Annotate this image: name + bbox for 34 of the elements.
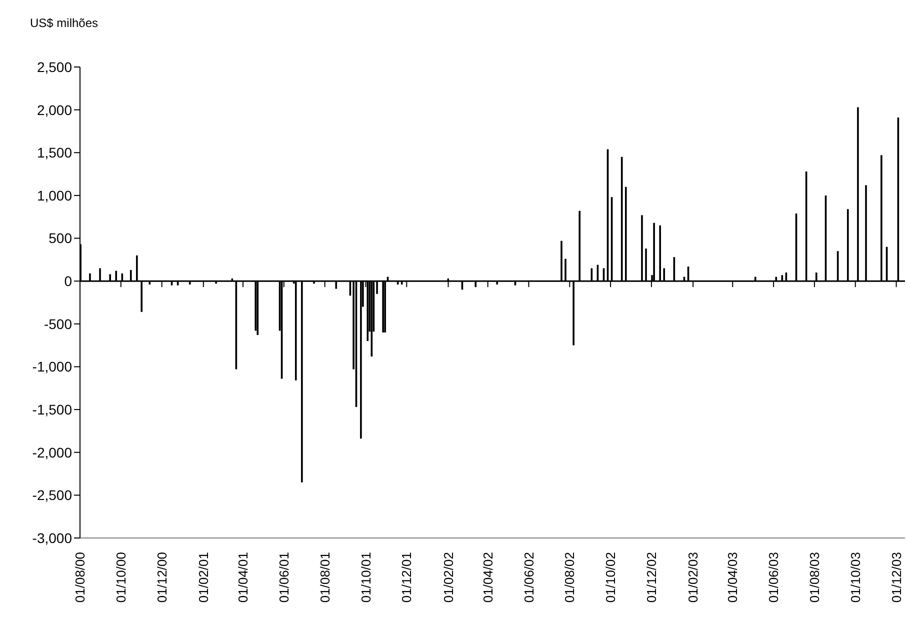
- x-tick-label: 01/08/01: [317, 552, 332, 603]
- x-tick-label: 01/08/03: [807, 552, 822, 603]
- y-tick-label: -1,000: [32, 358, 72, 375]
- x-tick-label: 01/12/01: [399, 552, 414, 603]
- x-tick-label: 01/12/03: [888, 552, 904, 603]
- x-tick-label: 01/10/00: [113, 552, 128, 603]
- y-axis-title: US$ milhões: [30, 16, 98, 30]
- y-tick-label: -500: [44, 316, 72, 332]
- y-tick-label: 2,000: [36, 102, 72, 118]
- x-tick-label: 01/04/01: [236, 552, 251, 603]
- x-tick-label: 01/04/03: [725, 552, 740, 603]
- x-tick-label: 01/12/00: [154, 552, 170, 603]
- y-tick-label: -2,000: [32, 444, 72, 460]
- y-tick-label: -3,000: [32, 530, 72, 546]
- x-tick-label: 01/10/02: [603, 552, 618, 603]
- x-tick-label: 01/06/01: [276, 552, 292, 603]
- y-tick-label: 1,500: [36, 144, 72, 161]
- y-tick-label: 0: [64, 273, 72, 290]
- y-tick-label: -1,500: [32, 402, 72, 418]
- x-tick-label: 01/04/02: [480, 552, 496, 603]
- x-tick-label: 01/06/03: [766, 552, 782, 603]
- y-tick-label: 2,500: [36, 58, 72, 75]
- x-tick-label: 01/10/03: [848, 552, 863, 603]
- y-tick-label: 500: [48, 230, 72, 246]
- x-tick-label: 01/10/01: [358, 552, 374, 603]
- x-tick-label: 01/02/03: [686, 552, 701, 603]
- x-tick-label: 01/02/02: [440, 552, 456, 603]
- x-tick-label: 01/06/02: [521, 552, 536, 603]
- y-tick-label: 1,000: [36, 187, 72, 204]
- x-tick-label: 01/02/01: [196, 552, 211, 603]
- y-tick-label: -2,500: [32, 487, 72, 504]
- x-tick-label: 01/08/02: [562, 552, 578, 603]
- x-tick-label: 01/08/00: [72, 552, 88, 603]
- x-tick-label: 01/12/02: [644, 552, 660, 603]
